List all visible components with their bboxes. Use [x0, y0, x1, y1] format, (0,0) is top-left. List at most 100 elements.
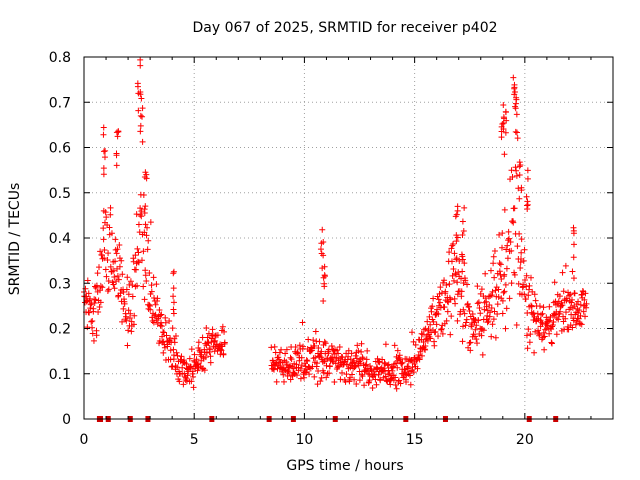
- data-point: [149, 317, 156, 324]
- data-point: [162, 319, 169, 326]
- data-point: [351, 363, 358, 370]
- data-point: [461, 204, 468, 211]
- data-point: [89, 330, 96, 337]
- data-point: [209, 326, 216, 333]
- data-point: [459, 323, 466, 330]
- data-point: [143, 278, 150, 285]
- data-point: [482, 270, 489, 277]
- data-point: [280, 371, 287, 378]
- data-point: [303, 357, 310, 364]
- data-point: [486, 301, 493, 308]
- data-point: [114, 133, 121, 140]
- data-point: [191, 351, 198, 358]
- data-point: [427, 335, 434, 342]
- y-tick-label: 0.7: [49, 95, 71, 111]
- data-point: [381, 359, 388, 366]
- data-point: [203, 325, 210, 332]
- data-point: [453, 232, 460, 239]
- data-point: [203, 349, 210, 356]
- data-point: [497, 261, 504, 268]
- data-point: [538, 311, 545, 318]
- data-point: [195, 339, 202, 346]
- data-point: [92, 296, 99, 303]
- data-point: [397, 380, 404, 387]
- data-point: [454, 317, 461, 324]
- data-point: [321, 272, 328, 279]
- data-point: [459, 253, 466, 260]
- data-point: [430, 295, 437, 302]
- data-point: [359, 373, 366, 380]
- data-point: [140, 248, 147, 255]
- data-point: [430, 318, 437, 325]
- data-point: [411, 360, 418, 367]
- data-point: [507, 238, 514, 245]
- data-point: [82, 285, 89, 292]
- data-point: [513, 172, 520, 179]
- data-point: [366, 377, 373, 384]
- data-point: [116, 255, 123, 262]
- data-point: [506, 295, 513, 302]
- data-point: [123, 317, 130, 324]
- data-point: [450, 241, 457, 248]
- data-point: [358, 371, 365, 378]
- data-point: [87, 305, 94, 312]
- data-point: [510, 219, 517, 226]
- y-tick-label: 0.4: [49, 231, 71, 247]
- data-point: [300, 343, 307, 350]
- data-point: [485, 293, 492, 300]
- data-point: [170, 268, 177, 275]
- data-point: [549, 322, 556, 329]
- data-point: [428, 308, 435, 315]
- data-point: [87, 301, 94, 308]
- data-point: [334, 347, 341, 354]
- data-point: [539, 310, 546, 317]
- data-point: [331, 351, 338, 358]
- data-point: [120, 289, 127, 296]
- data-point: [434, 306, 441, 313]
- data-point: [363, 356, 370, 363]
- data-point: [577, 312, 584, 319]
- data-point: [490, 316, 497, 323]
- data-point: [297, 365, 304, 372]
- data-point: [447, 331, 454, 338]
- data-point: [184, 372, 191, 379]
- data-point: [273, 378, 280, 385]
- data-point: [530, 310, 537, 317]
- data-point: [142, 272, 149, 279]
- data-point: [523, 283, 530, 290]
- data-point: [489, 321, 496, 328]
- x-tick-label: 20: [516, 432, 534, 448]
- data-point: [314, 360, 321, 367]
- x-axis-label: GPS time / hours: [286, 458, 403, 474]
- data-point: [319, 226, 326, 233]
- data-point: [496, 260, 503, 267]
- data-point: [553, 315, 560, 322]
- data-point: [391, 342, 398, 349]
- data-point: [123, 286, 130, 293]
- data-point: [444, 308, 451, 315]
- data-point: [446, 249, 453, 256]
- data-point: [138, 213, 145, 220]
- data-point: [487, 267, 494, 274]
- data-point: [153, 317, 160, 324]
- data-point: [427, 321, 434, 328]
- data-point: [538, 319, 545, 326]
- data-point: [387, 376, 394, 383]
- data-point: [501, 206, 508, 213]
- data-point: [575, 298, 582, 305]
- data-point: [190, 373, 197, 380]
- data-point: [578, 321, 585, 328]
- data-point: [375, 371, 382, 378]
- data-point: [218, 347, 225, 354]
- data-point: [170, 293, 177, 300]
- data-point: [278, 346, 285, 353]
- data-point: [281, 378, 288, 385]
- data-point: [375, 358, 382, 365]
- data-point: [174, 352, 181, 359]
- data-point: [473, 322, 480, 329]
- data-point: [358, 348, 365, 355]
- data-point: [449, 272, 456, 279]
- data-point: [128, 328, 135, 335]
- data-point: [317, 246, 324, 253]
- data-point: [424, 318, 431, 325]
